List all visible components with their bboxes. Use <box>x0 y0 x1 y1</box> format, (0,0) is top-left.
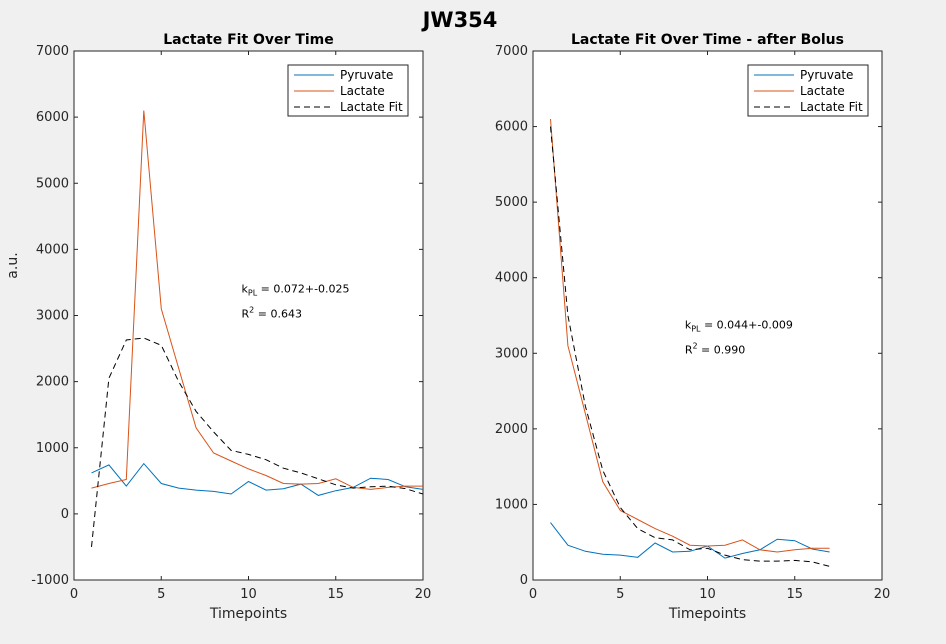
y-tick-label: 4000 <box>36 242 69 257</box>
plot-area <box>532 50 883 581</box>
figure-suptitle: JW354 <box>421 8 498 32</box>
y-tick-label: 7000 <box>495 44 528 59</box>
y-tick-label: 3000 <box>36 309 69 324</box>
x-tick-label: 10 <box>699 587 716 602</box>
y-tick-label: 5000 <box>495 195 528 210</box>
kpl-annotation: kPL = 0.072+-0.025 <box>242 282 350 297</box>
y-tick-label: 1000 <box>495 497 528 512</box>
x-tick-label: 20 <box>415 587 432 602</box>
x-tick-label: 0 <box>70 587 78 602</box>
legend: Pyruvate Lactate Lactate Fit <box>747 64 869 117</box>
legend-entry: Pyruvate <box>340 68 393 82</box>
legend-entry: Lactate <box>800 84 845 98</box>
legend-entry: Lactate Fit <box>800 100 863 114</box>
y-tick-label: 6000 <box>495 120 528 135</box>
series-line-lactate-fit <box>91 337 423 547</box>
legend-entry: Lactate <box>340 84 385 98</box>
chart-title: Lactate Fit Over Time <box>163 32 334 48</box>
y-tick-label: 3000 <box>495 346 528 361</box>
x-axis-label: Timepoints <box>209 606 287 622</box>
series-line-lactate <box>550 118 830 553</box>
x-tick-label: 15 <box>786 587 803 602</box>
x-tick-label: 15 <box>327 587 344 602</box>
chart-panel-2: Lactate Fit Over Time - after Bolus 0 5 10 1… <box>495 32 890 622</box>
series-group <box>550 118 830 567</box>
kpl-annotation: kPL = 0.044+-0.009 <box>685 318 793 333</box>
y-tick-label: 0 <box>520 573 528 588</box>
y-tick-label: 5000 <box>36 176 69 191</box>
y-tick-label: -1000 <box>31 573 69 588</box>
r2-annotation: R2 = 0.643 <box>242 305 302 320</box>
series-line-lactate-fit <box>550 126 830 567</box>
legend-entry: Pyruvate <box>800 68 853 82</box>
x-tick-label: 5 <box>157 587 165 602</box>
y-axis-label: a.u. <box>5 252 21 278</box>
r2-annotation: R2 = 0.990 <box>685 341 745 356</box>
x-axis-label: Timepoints <box>668 606 746 622</box>
y-tick-label: 0 <box>61 507 69 522</box>
x-tick-label: 20 <box>874 587 891 602</box>
series-line-lactate <box>91 110 423 490</box>
x-tick-label: 5 <box>616 587 624 602</box>
series-line-pyruvate <box>550 522 830 559</box>
series-line-pyruvate <box>91 462 423 496</box>
y-tick-label: 4000 <box>495 271 528 286</box>
legend-entry: Lactate Fit <box>340 100 403 114</box>
y-tick-label: 1000 <box>36 441 69 456</box>
y-tick-label: 6000 <box>36 110 69 125</box>
chart-title: Lactate Fit Over Time - after Bolus <box>571 32 844 48</box>
series-group <box>91 110 423 547</box>
x-tick-label: 0 <box>529 587 537 602</box>
legend: Pyruvate Lactate Lactate Fit <box>287 64 409 117</box>
x-tick-label: 10 <box>240 587 257 602</box>
y-tick-label: 7000 <box>36 44 69 59</box>
y-tick-label: 2000 <box>495 422 528 437</box>
plot-area <box>73 50 424 581</box>
y-tick-label: 2000 <box>36 375 69 390</box>
